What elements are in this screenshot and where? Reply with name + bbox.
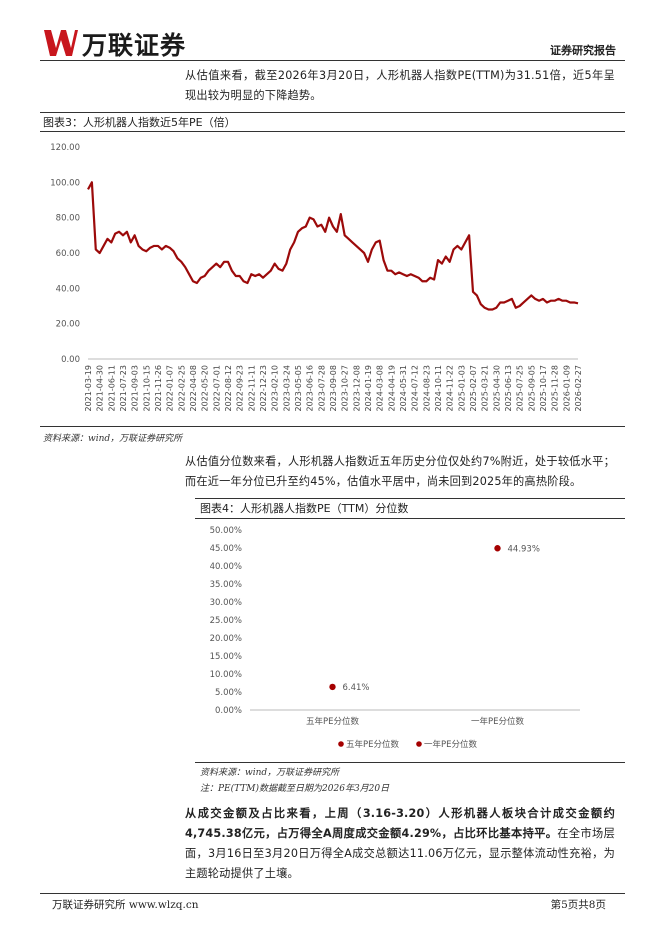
- y-tick-label: 10.00%: [210, 670, 242, 680]
- x-tick-label: 2021-11-26: [154, 365, 163, 412]
- x-tick-label: 2025-11-28: [551, 365, 560, 412]
- y-tick-label: 35.00%: [210, 580, 242, 590]
- x-tick-label: 2024-10-11: [434, 365, 443, 412]
- legend-label: 五年PE分位数: [346, 739, 399, 750]
- x-tick-label: 2022-12-23: [259, 365, 268, 412]
- x-tick-label: 2025-03-21: [481, 365, 490, 412]
- figure-rule: [195, 762, 625, 763]
- y-tick-label: 45.00%: [210, 544, 242, 554]
- x-tick-label: 2024-04-19: [387, 365, 396, 412]
- y-tick-label: 15.00%: [210, 652, 242, 662]
- line-chart: 0.00 20.00 40.00 60.00 80.00 100.00 120.00 2021…: [50, 143, 583, 412]
- header-rule: [40, 60, 625, 61]
- x-tick-label: 2024-03-08: [376, 365, 385, 412]
- x-tick-label: 一年PE分位数: [471, 716, 524, 727]
- x-tick-label: 2021-09-03: [131, 365, 140, 412]
- bold-text: 从成交金额及占比来看，上周（3.16-3.20）人形机器人板块合计成交金额约4,…: [185, 807, 615, 840]
- figure-rule: [195, 518, 625, 519]
- x-tick-label: 2025-07-25: [516, 365, 525, 412]
- x-tick-label: 2021-03-19: [84, 365, 93, 412]
- y-tick-label: 40.00: [56, 284, 80, 294]
- x-tick-label: 2025-09-05: [527, 365, 536, 412]
- x-tick-label: 2022-09-23: [236, 365, 245, 412]
- x-tick-label: 2022-01-07: [166, 365, 175, 412]
- y-tick-label: 0.00%: [215, 706, 242, 716]
- y-tick-label: 120.00: [50, 143, 80, 153]
- x-tick-label: 2025-06-13: [504, 365, 513, 412]
- x-tick-label: 2022-05-20: [201, 365, 210, 412]
- data-line: [87, 181, 579, 311]
- legend-label: 一年PE分位数: [424, 739, 477, 750]
- y-tick-label: 30.00%: [210, 598, 242, 608]
- x-tick-label: 2023-07-28: [317, 365, 326, 412]
- paragraph: 从成交金额及占比来看，上周（3.16-3.20）人形机器人板块合计成交金额约4,…: [185, 804, 615, 884]
- y-tick-label: 25.00%: [210, 616, 242, 626]
- figure-source: 资料来源：wind，万联证券研究所: [200, 768, 340, 778]
- x-tick-label: 2026-01-09: [562, 365, 571, 412]
- logo-mark: [44, 30, 78, 56]
- x-tick-label: 2024-11-22: [446, 365, 455, 412]
- x-tick-label: 五年PE分位数: [306, 716, 359, 727]
- y-tick-label: 40.00%: [210, 562, 242, 572]
- figure-source: 资料来源：wind，万联证券研究所: [43, 434, 183, 444]
- figure-rule: [40, 426, 625, 427]
- x-tick-label: 2023-05-05: [294, 365, 303, 412]
- dot: [329, 683, 336, 691]
- y-tick-label: 5.00%: [215, 688, 242, 698]
- footer-rule: [40, 893, 625, 894]
- x-tick-label: 2023-06-16: [306, 365, 315, 412]
- x-tick-label: 2025-02-07: [469, 365, 478, 412]
- x-tick-label: 2023-12-08: [352, 365, 361, 412]
- figure-title: 图表3：人形机器人指数近5年PE（倍）: [43, 116, 236, 129]
- figure-rule: [40, 112, 625, 113]
- x-tick-label: 2021-10-15: [142, 365, 151, 412]
- x-tick-label: 2023-10-27: [341, 365, 350, 412]
- x-tick-label: 2025-04-30: [492, 365, 501, 412]
- x-tick-label: 2022-02-25: [177, 365, 186, 412]
- logo-text: 万联证券: [82, 31, 187, 60]
- x-tick-label: 2023-09-08: [329, 365, 338, 412]
- x-tick-label: 2025-10-17: [539, 365, 548, 412]
- x-tick-label: 2024-05-31: [399, 365, 408, 412]
- logo-w: [44, 30, 78, 56]
- x-tick-label: 2024-07-12: [411, 365, 420, 412]
- paragraph: 从估值分位数来看，人形机器人指数近五年历史分位仅处约7%附近，处于较低水平；而在…: [185, 455, 615, 488]
- figure-note: 注：PE(TTM)数据截至日期为2026年3月20日: [200, 784, 390, 794]
- dot: [494, 545, 501, 552]
- x-tick-label: 2024-08-23: [422, 365, 431, 412]
- value-label: 44.93%: [508, 544, 540, 554]
- figure-title: 图表4：人形机器人指数PE（TTM）分位数: [200, 502, 409, 515]
- x-tick-label: 2022-08-12: [224, 365, 233, 412]
- x-tick-label: 2025-01-03: [457, 365, 466, 412]
- x-tick-label: 2023-03-24: [282, 365, 291, 412]
- x-tick-label: 2024-01-19: [364, 365, 373, 412]
- report-type: 证券研究报告: [550, 44, 616, 57]
- footer-left: 万联证券研究所 www.wlzq.cn: [52, 899, 199, 911]
- legend-marker: [338, 741, 344, 747]
- y-tick-label: 60.00: [56, 249, 80, 259]
- x-tick-label: 2022-07-01: [212, 365, 221, 412]
- y-tick-label: 80.00: [56, 214, 80, 224]
- y-tick-label: 0.00: [61, 355, 80, 365]
- y-tick-label: 50.00%: [210, 526, 242, 536]
- x-tick-label: 2021-06-11: [107, 365, 116, 412]
- x-tick-label: 2021-04-30: [96, 365, 105, 412]
- value-label: 6.41%: [343, 683, 370, 693]
- y-tick-label: 20.00: [56, 320, 80, 330]
- figure-rule: [195, 498, 625, 499]
- figure-rule: [40, 131, 625, 132]
- dot-chart: 0.00% 5.00% 10.00% 15.00% 20.00% 25.00% 30.00%…: [210, 526, 580, 750]
- y-tick-label: 100.00: [50, 178, 80, 188]
- x-tick-label: 2026-02-27: [574, 365, 583, 412]
- legend-marker: [416, 741, 422, 747]
- x-tick-label: 2022-04-08: [189, 365, 198, 412]
- x-tick-label: 2022-11-11: [247, 365, 256, 412]
- y-tick-label: 20.00%: [210, 634, 242, 644]
- x-tick-label: 2021-07-23: [119, 365, 128, 412]
- text: 在全市场层面，3月16日至3月20日万得全A成交总额达11.06万亿元，显示整体…: [185, 827, 615, 880]
- footer-right: 第5页共8页: [550, 899, 606, 911]
- x-tick-label: 2023-02-10: [271, 365, 280, 412]
- paragraph: 从估值来看，截至2026年3月20日，人形机器人指数PE(TTM)为31.51倍…: [185, 69, 615, 102]
